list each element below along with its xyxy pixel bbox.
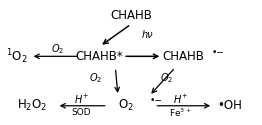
Text: H$_2$O$_2$: H$_2$O$_2$: [17, 98, 47, 113]
Text: H$^+$: H$^+$: [74, 92, 89, 106]
Text: •OH: •OH: [218, 99, 242, 112]
Text: •−: •−: [212, 48, 225, 57]
Text: $^1$O$_2$: $^1$O$_2$: [6, 47, 27, 66]
Text: Fe$^{3+}$: Fe$^{3+}$: [169, 106, 192, 119]
Text: CHAHB: CHAHB: [162, 50, 204, 63]
Text: CHAHB: CHAHB: [110, 9, 152, 22]
Text: O$_2$: O$_2$: [51, 43, 65, 56]
Text: O$_2$: O$_2$: [160, 71, 173, 85]
Text: SOD: SOD: [72, 108, 91, 117]
Text: hν: hν: [141, 30, 153, 40]
Text: O$_2$: O$_2$: [89, 71, 102, 85]
Text: O$_2$: O$_2$: [118, 98, 134, 113]
Text: H$^+$: H$^+$: [173, 92, 188, 106]
Text: CHAHB*: CHAHB*: [76, 50, 124, 63]
Text: •−: •−: [149, 96, 162, 105]
